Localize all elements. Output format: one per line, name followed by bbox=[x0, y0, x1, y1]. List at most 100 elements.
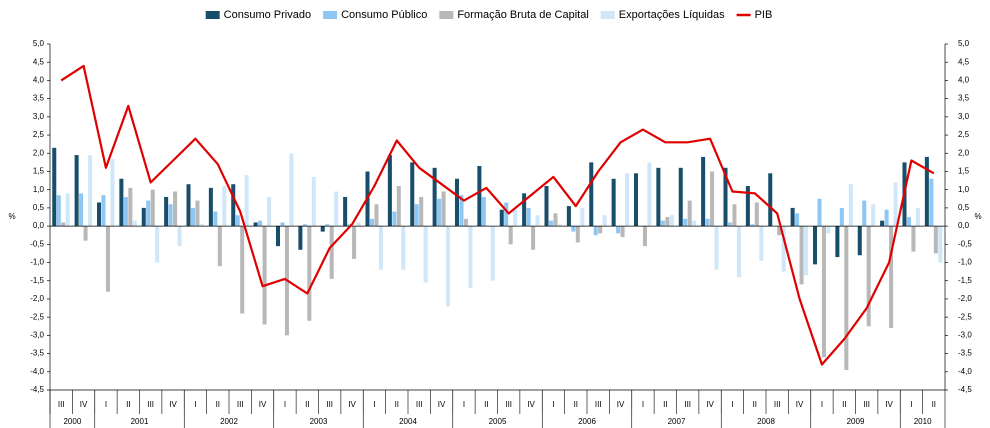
y2-tick-label: 4,5 bbox=[958, 57, 970, 66]
year-label: 2009 bbox=[847, 417, 865, 426]
bar bbox=[714, 226, 719, 270]
bar bbox=[155, 226, 160, 263]
bar bbox=[298, 226, 303, 250]
bar bbox=[253, 222, 258, 227]
bar bbox=[893, 182, 898, 227]
x-tick-label: III bbox=[505, 400, 512, 409]
bar bbox=[477, 166, 482, 227]
legend-label: Formação Bruta de Capital bbox=[457, 9, 588, 21]
bar bbox=[625, 173, 630, 227]
bar bbox=[548, 220, 553, 227]
bar bbox=[463, 218, 468, 227]
x-tick-label: IV bbox=[259, 400, 267, 409]
bar bbox=[656, 167, 661, 227]
x-tick-label: II bbox=[305, 400, 309, 409]
y2-tick-label: 2,5 bbox=[958, 130, 970, 139]
x-tick-label: I bbox=[642, 400, 644, 409]
y2-tick-label: -4,5 bbox=[958, 385, 972, 394]
bar bbox=[289, 153, 294, 227]
y2-tick-label: 4,0 bbox=[958, 76, 970, 85]
bar bbox=[732, 204, 737, 227]
y-tick-label: 4,5 bbox=[33, 57, 45, 66]
bar bbox=[781, 226, 786, 272]
bar bbox=[311, 176, 316, 227]
bar bbox=[401, 226, 406, 270]
bar bbox=[132, 220, 137, 227]
bar bbox=[745, 186, 750, 227]
bar bbox=[723, 167, 728, 227]
bar bbox=[374, 204, 379, 227]
year-label: 2002 bbox=[220, 417, 238, 426]
bar bbox=[705, 218, 710, 227]
bar bbox=[356, 222, 361, 227]
legend-label: Exportações Líquidas bbox=[619, 9, 725, 21]
bar bbox=[410, 162, 415, 227]
y-tick-label: -3,0 bbox=[30, 330, 44, 339]
bar bbox=[222, 186, 227, 227]
y2-tick-label: 3,5 bbox=[958, 94, 970, 103]
bar bbox=[915, 207, 920, 227]
bar bbox=[871, 204, 876, 227]
y-tick-label: 2,0 bbox=[33, 148, 45, 157]
x-tick-label: II bbox=[574, 400, 578, 409]
bar bbox=[195, 200, 200, 227]
bar bbox=[710, 171, 715, 227]
bar bbox=[857, 226, 862, 256]
bar bbox=[208, 187, 213, 227]
bar bbox=[571, 226, 576, 232]
y2-tick-label: -1,5 bbox=[958, 276, 972, 285]
y2-tick-label: -4,0 bbox=[958, 367, 972, 376]
x-tick-label: II bbox=[932, 400, 936, 409]
bar bbox=[267, 196, 272, 227]
bar bbox=[325, 224, 330, 227]
bar bbox=[123, 196, 128, 227]
y-tick-label: -1,0 bbox=[30, 258, 44, 267]
bar bbox=[146, 200, 151, 227]
bar bbox=[177, 226, 182, 247]
bar bbox=[419, 196, 424, 227]
bar bbox=[164, 196, 169, 227]
bar bbox=[535, 215, 540, 227]
bar bbox=[101, 195, 106, 227]
x-tick-label: IV bbox=[348, 400, 356, 409]
bar bbox=[186, 184, 191, 227]
bar bbox=[65, 193, 70, 227]
bar bbox=[258, 220, 263, 227]
bar bbox=[199, 224, 204, 227]
bar bbox=[490, 226, 495, 281]
y2-axis-label: % bbox=[974, 212, 981, 221]
bar bbox=[387, 155, 392, 227]
y2-tick-label: -0,5 bbox=[958, 239, 972, 248]
y2-tick-label: 0,5 bbox=[958, 203, 970, 212]
bar bbox=[804, 226, 809, 276]
bar bbox=[56, 195, 61, 227]
y-tick-label: 0,0 bbox=[33, 221, 45, 230]
legend-label: Consumo Público bbox=[341, 9, 427, 21]
bar bbox=[660, 220, 665, 227]
bar bbox=[611, 178, 616, 227]
x-tick-label: III bbox=[684, 400, 691, 409]
bar bbox=[768, 173, 773, 227]
legend-swatch bbox=[600, 11, 615, 19]
x-tick-label: III bbox=[58, 400, 65, 409]
bar bbox=[61, 222, 66, 227]
y2-tick-label: 0,0 bbox=[958, 221, 970, 230]
bar bbox=[665, 217, 670, 227]
x-tick-label: IV bbox=[438, 400, 446, 409]
bar bbox=[616, 226, 621, 234]
bar bbox=[566, 206, 571, 227]
bar bbox=[884, 209, 889, 227]
bar bbox=[929, 178, 934, 227]
year-label: 2010 bbox=[914, 417, 932, 426]
bar bbox=[88, 155, 93, 227]
bar bbox=[642, 226, 647, 247]
bar bbox=[933, 226, 938, 254]
bar bbox=[531, 226, 536, 250]
bar bbox=[459, 195, 464, 227]
bar bbox=[235, 215, 240, 227]
y-tick-label: 2,5 bbox=[33, 130, 45, 139]
bar bbox=[441, 191, 446, 227]
bar bbox=[544, 186, 549, 227]
bar bbox=[352, 226, 357, 259]
